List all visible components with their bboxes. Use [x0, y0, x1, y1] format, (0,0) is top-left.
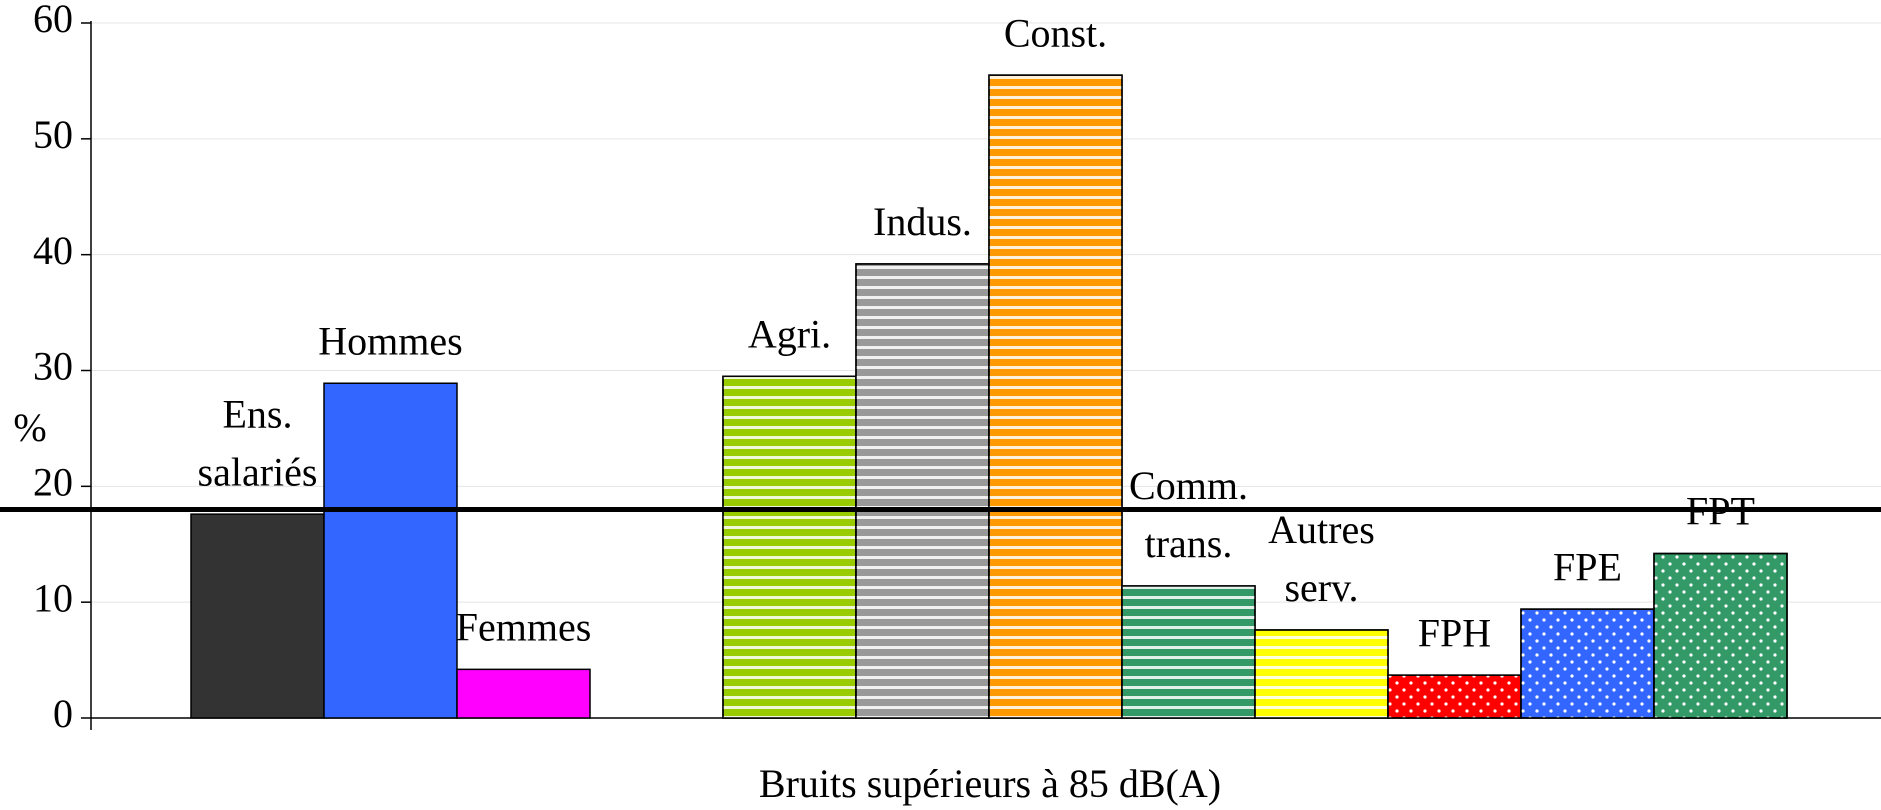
category-label: Comm. [1129, 463, 1248, 508]
y-tick-label: 50 [33, 112, 73, 157]
category-label: FPH [1418, 610, 1491, 655]
category-label: Indus. [873, 199, 972, 244]
bar-pattern [1387, 674, 1522, 719]
category-label: Autres [1268, 507, 1375, 552]
bar-group [1254, 629, 1389, 719]
bar-pattern [1254, 629, 1389, 719]
bar-pattern [1520, 608, 1655, 719]
bar-pattern [1653, 552, 1788, 719]
bar [456, 668, 591, 719]
y-tick-label: 0 [53, 691, 73, 736]
bar-group [722, 375, 857, 719]
category-label: salariés [198, 449, 318, 494]
y-tick-label: 40 [33, 228, 73, 273]
y-tick-label: 10 [33, 575, 73, 620]
y-tick-label: 20 [33, 460, 73, 505]
bar-group [456, 668, 591, 719]
bar-group [988, 74, 1123, 719]
category-label: Femmes [456, 605, 592, 650]
y-tick-label: 60 [33, 0, 73, 41]
bar-group [1520, 608, 1655, 719]
bar-group [1121, 585, 1256, 719]
x-axis-label: Bruits supérieurs à 85 dB(A) [759, 761, 1221, 806]
bar [190, 513, 325, 719]
category-label: Const. [1004, 10, 1107, 55]
category-label: trans. [1145, 521, 1233, 566]
bar-pattern [855, 263, 990, 719]
bar-pattern [722, 375, 857, 719]
bar-group [1653, 552, 1788, 719]
category-label: serv. [1284, 565, 1358, 610]
y-axis-label: % [13, 405, 46, 450]
category-label: Hommes [318, 318, 462, 363]
bar-pattern [1121, 585, 1256, 719]
bar-pattern [988, 74, 1123, 719]
bar [323, 382, 458, 719]
category-label: Agri. [748, 311, 831, 356]
y-tick-label: 30 [33, 344, 73, 389]
bar-group [323, 382, 458, 719]
bar-group [1387, 674, 1522, 719]
bar-group [855, 263, 990, 719]
category-label: FPE [1553, 544, 1622, 589]
bar-group [190, 513, 325, 719]
category-label: Ens. [223, 391, 293, 436]
